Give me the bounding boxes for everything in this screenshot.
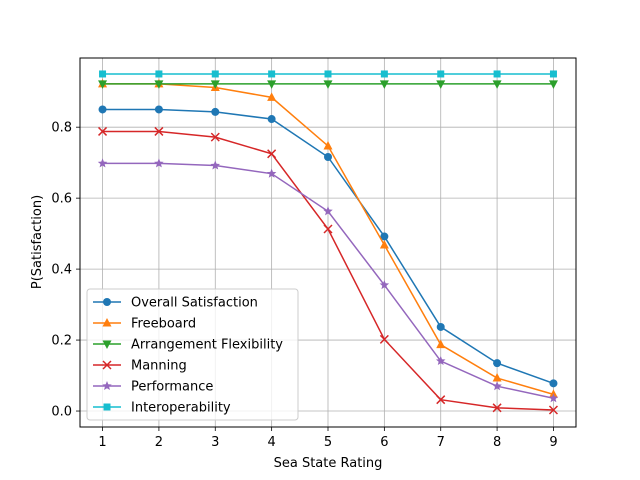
data-point — [98, 80, 108, 89]
x-tick-label: 1 — [98, 435, 106, 450]
data-point — [492, 373, 502, 382]
legend-label: Freeboard — [131, 317, 196, 332]
data-point — [436, 339, 446, 349]
data-point — [549, 379, 558, 388]
data-point — [323, 140, 333, 150]
x-tick-label: 6 — [380, 435, 388, 450]
data-point — [492, 403, 502, 413]
legend-item: Freeboard — [93, 317, 196, 332]
data-point — [436, 322, 445, 331]
y-axis-label: P(Satisfaction) — [30, 195, 45, 289]
data-point — [99, 70, 107, 78]
data-point — [154, 126, 164, 136]
legend-item: Manning — [93, 359, 187, 374]
x-axis: 1 2 3 4 5 6 7 8 9 — [98, 427, 558, 450]
data-point — [323, 206, 333, 216]
data-point — [155, 70, 163, 78]
data-point — [492, 381, 502, 391]
data-point — [493, 70, 501, 78]
data-point — [492, 80, 502, 89]
data-point — [324, 70, 332, 78]
y-tick-label: 0.6 — [51, 192, 72, 207]
data-point — [380, 232, 389, 241]
x-tick-label: 9 — [549, 435, 557, 450]
series-4 — [98, 126, 558, 415]
x-axis-label: Sea State Rating — [274, 456, 383, 471]
data-point — [98, 126, 108, 136]
y-tick-label: 0.4 — [51, 263, 72, 278]
x-tick-label: 4 — [267, 435, 275, 450]
data-point — [268, 70, 276, 78]
legend-label: Performance — [131, 380, 213, 395]
data-point — [210, 160, 221, 170]
data-point — [324, 152, 332, 161]
x-tick-label: 2 — [155, 435, 163, 450]
legend-marker — [102, 340, 112, 349]
legend-label: Interoperability — [131, 401, 231, 416]
data-point — [380, 70, 388, 78]
data-point — [154, 80, 164, 89]
data-point — [154, 105, 163, 114]
data-point — [154, 158, 164, 168]
legend-box — [86, 288, 299, 421]
data-point — [210, 132, 220, 142]
legend: Overall Satisfaction Freeboard Arrangement… — [86, 288, 299, 421]
data-point — [323, 80, 333, 89]
x-tick-label: 3 — [211, 435, 219, 450]
legend-item: Interoperability — [93, 401, 231, 416]
data-point — [379, 280, 390, 290]
legend-label: Overall Satisfaction — [131, 296, 258, 311]
data-point — [97, 158, 108, 168]
legend-label: Arrangement Flexibility — [131, 338, 283, 353]
series-3 — [98, 80, 558, 89]
data-point — [211, 107, 220, 116]
data-point — [548, 393, 559, 403]
legend-marker — [103, 298, 111, 306]
legend-marker — [102, 360, 112, 370]
x-tick-label: 5 — [324, 435, 332, 450]
data-point — [211, 70, 219, 78]
series-layer — [97, 70, 559, 415]
y-tick-label: 0.2 — [51, 334, 72, 349]
data-point — [210, 80, 220, 89]
legend-item: Arrangement Flexibility — [93, 338, 283, 353]
series-5 — [97, 158, 559, 403]
series-1 — [98, 105, 558, 388]
data-point — [435, 356, 446, 366]
data-point — [379, 80, 389, 89]
legend-marker — [103, 403, 111, 411]
y-tick-label: 0.8 — [51, 121, 72, 136]
data-point — [266, 168, 277, 178]
data-point — [436, 395, 446, 405]
data-point — [549, 70, 557, 78]
data-point — [379, 334, 389, 344]
legend-marker — [102, 381, 112, 391]
x-tick-label: 7 — [437, 435, 445, 450]
series-6 — [99, 70, 557, 78]
x-tick-label: 8 — [493, 435, 501, 450]
legend-item: Performance — [93, 380, 213, 395]
y-axis: 0.0 0.2 0.4 0.6 0.8 — [51, 121, 80, 420]
legend-label: Manning — [131, 359, 187, 374]
data-point — [548, 80, 558, 89]
legend-item: Overall Satisfaction — [93, 296, 258, 311]
y-tick-label: 0.0 — [51, 405, 72, 420]
data-point — [379, 239, 389, 249]
data-point — [436, 80, 446, 89]
data-point — [267, 80, 277, 89]
data-point — [493, 359, 502, 368]
data-point — [98, 105, 107, 114]
data-point — [323, 224, 333, 234]
data-point — [437, 70, 445, 78]
data-point — [267, 149, 277, 159]
data-point — [267, 92, 277, 101]
data-point — [267, 115, 276, 124]
legend-marker — [102, 318, 112, 327]
data-point — [548, 405, 558, 415]
